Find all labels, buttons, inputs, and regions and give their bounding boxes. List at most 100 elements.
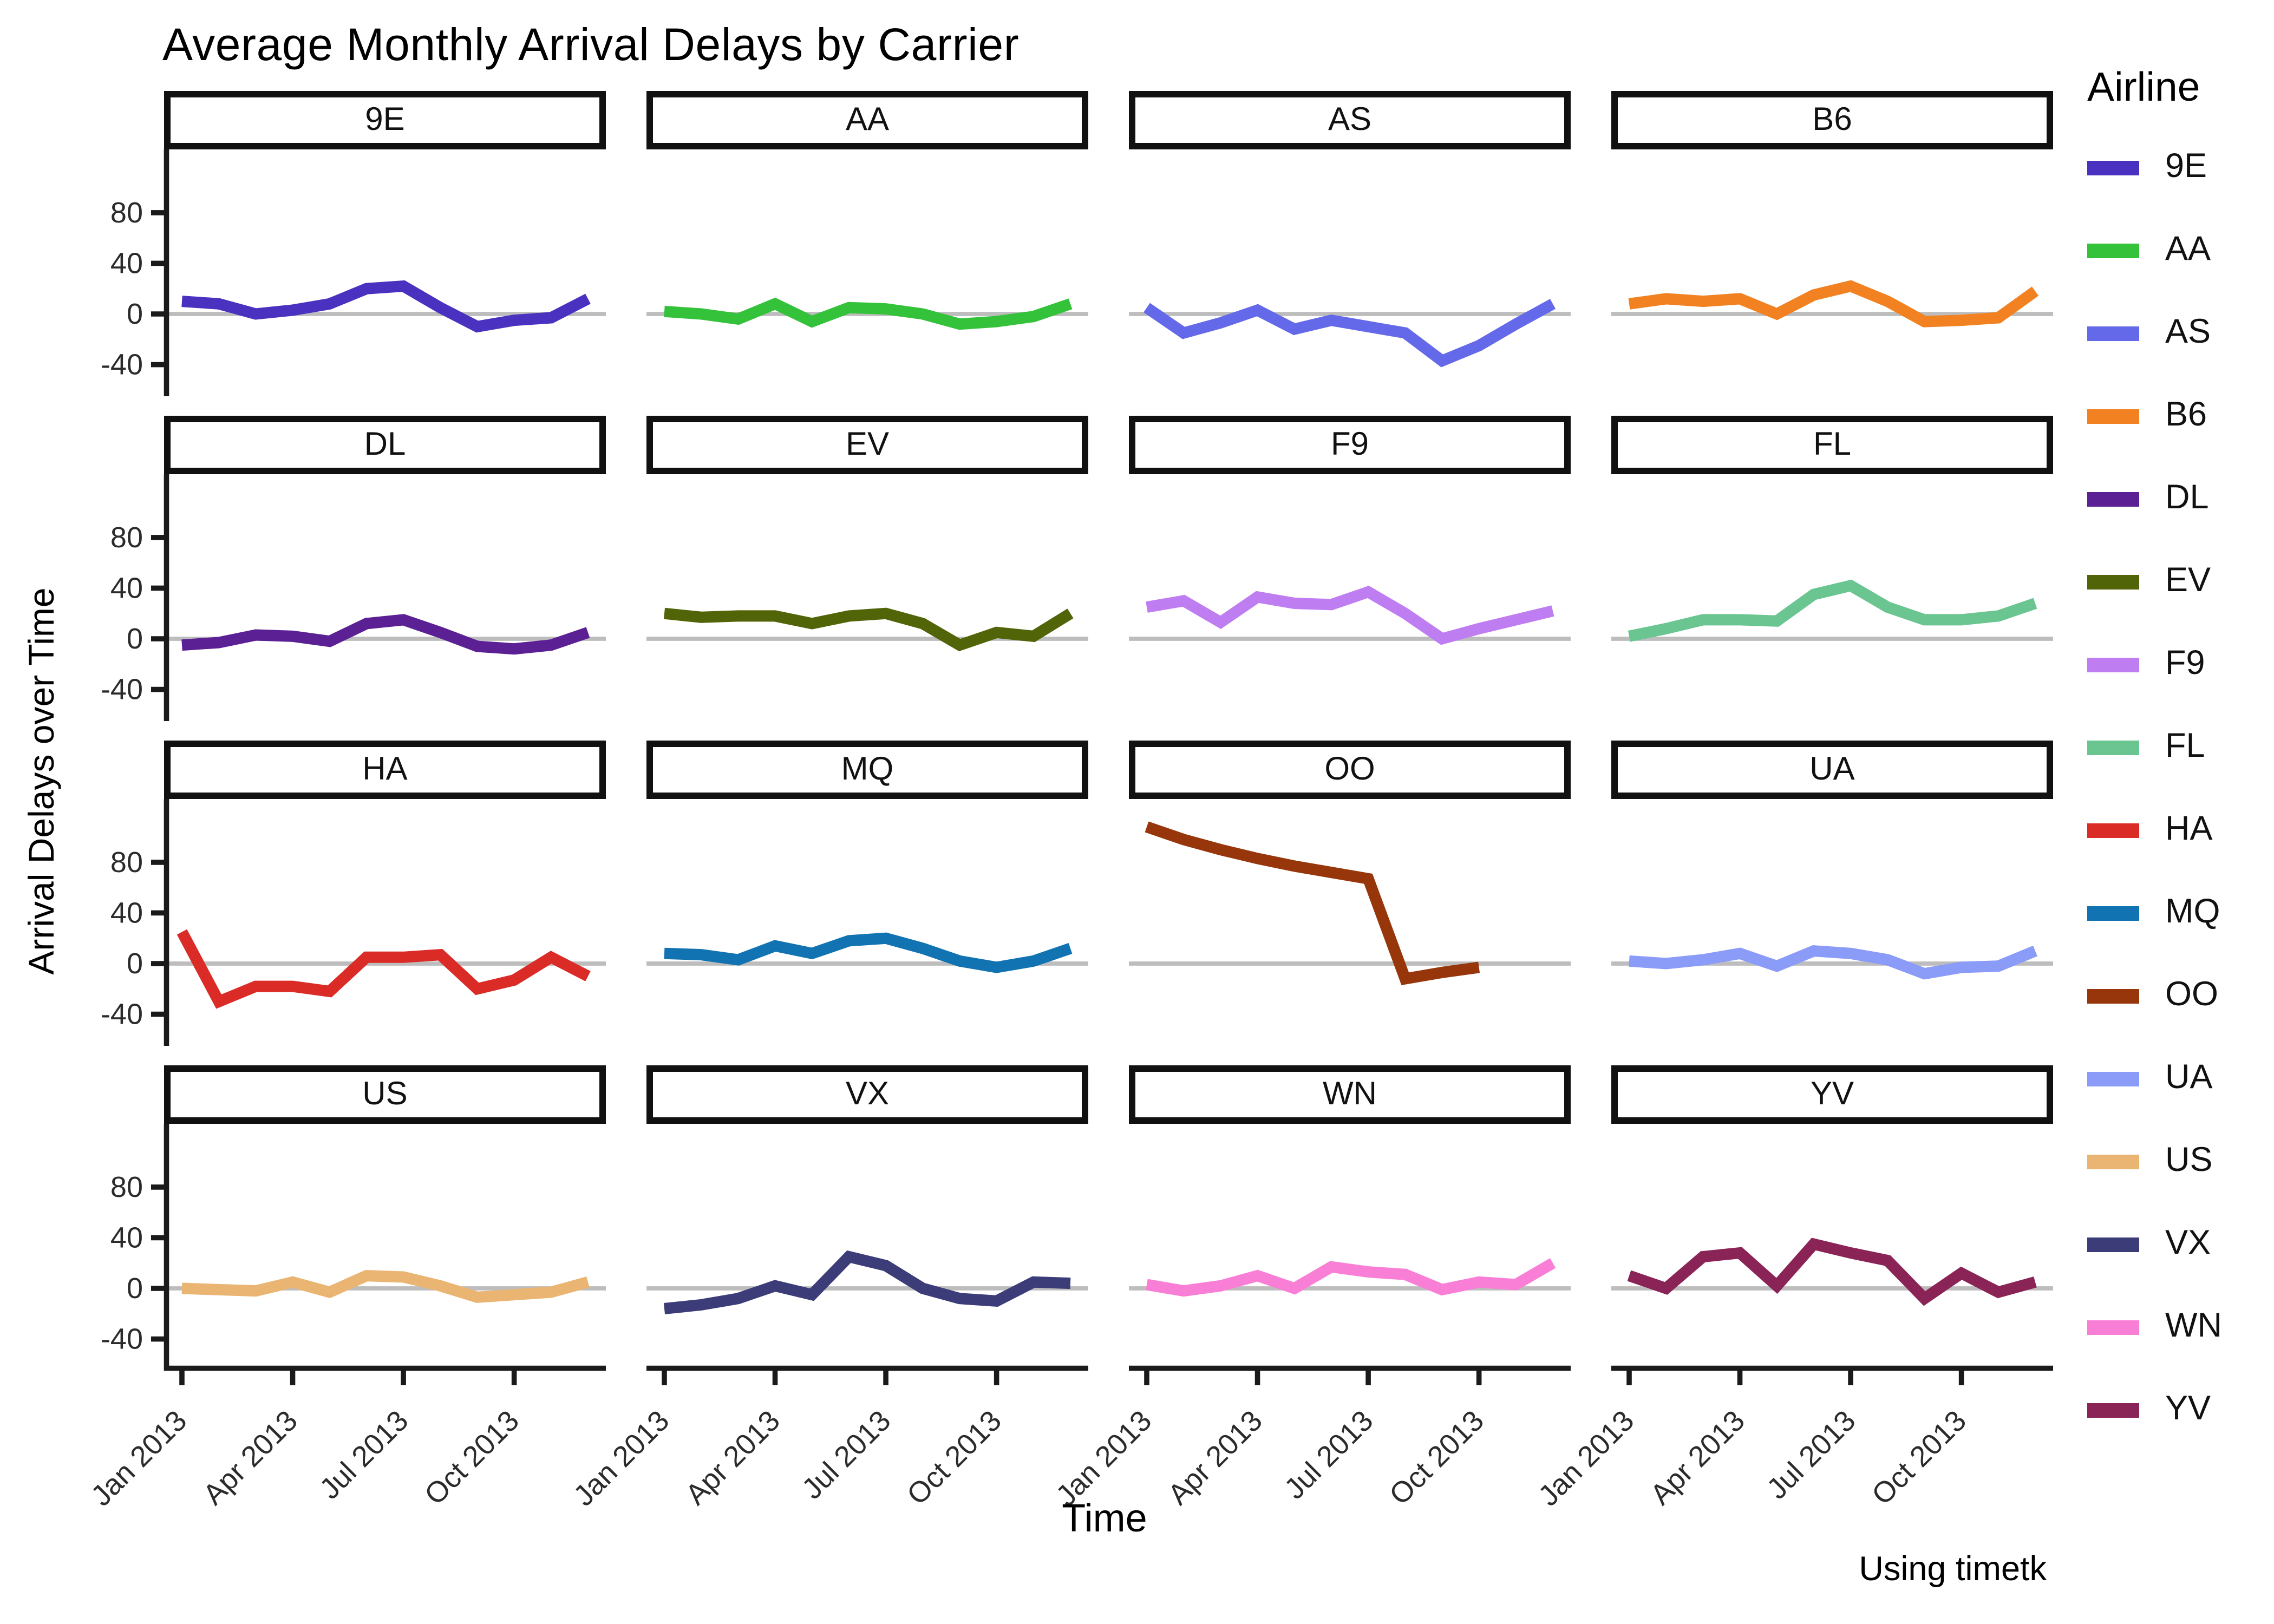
legend-swatch-VX [2087,1236,2139,1252]
legend-swatch-UA [2087,1071,2139,1086]
facet-strip-VX: VX [646,1065,1088,1124]
x-axis-title: Time [1062,1497,1147,1541]
series-line-WN [1146,1258,1556,1297]
x-tick-label: Jan 2013 [567,1404,676,1512]
facet-panel-UA: UA [1611,741,2053,1049]
y-tick-label: 80 [110,197,143,229]
facet-strip-WN: WN [1129,1065,1571,1124]
x-tick-label: Oct 2013 [901,1404,1008,1511]
series-line-9E [181,280,591,333]
facet-label: VX [845,1076,890,1112]
facet-plot-US: 80 40 0 -40 Jan 2013 Apr 2013 Jul 2013 Oct 2013 [85,1124,606,1512]
y-tick-label: -40 [101,998,143,1031]
legend-item-VX: VX [2087,1224,2222,1263]
legend-swatch-MQ [2087,905,2139,920]
series-line-AS [1143,299,1556,368]
series-line-UA [1629,945,2037,980]
legend-swatch-DL [2087,491,2139,506]
facet-plot-AS [1129,299,1571,368]
x-tick-label: Jul 2013 [313,1404,415,1505]
series-line-US [181,1270,590,1303]
legend-item-B6: B6 [2087,396,2222,435]
legend-swatch-FL [2087,739,2139,755]
series-line-HA [177,929,591,1009]
facet-label: 9E [365,101,405,137]
legend-item-HA: HA [2087,810,2222,849]
facet-label: WN [1322,1076,1377,1112]
legend-label: OO [2165,976,2219,1013]
facet-label: DL [364,426,406,462]
facet-strip-OO: OO [1129,741,1571,799]
legend-swatch-US [2087,1154,2139,1169]
y-tick-label: 80 [110,521,143,554]
facet-label: F9 [1330,426,1369,462]
legend-label: MQ [2165,893,2220,931]
legend-item-AA: AA [2087,231,2222,270]
facet-label: MQ [841,751,894,787]
facet-panel-F9: F9 [1129,416,1571,724]
legend-label: B6 [2165,396,2207,434]
facet-label: OO [1324,751,1375,787]
legend-item-EV: EV [2087,562,2222,601]
legend-item-9E: 9E [2087,148,2222,187]
x-tick-label: Apr 2013 [1644,1404,1751,1511]
facet-plot-FL [1611,579,2053,642]
legend-label: EV [2165,562,2211,599]
legend-item-F9: F9 [2087,645,2222,684]
series-line-DL [181,614,590,655]
facet-plot-OO [1129,821,1571,985]
facet-panel-WN: WN Jan 2013 Apr 2013 Jul 2013 Oct 2013 [1050,1065,1571,1512]
series-line-EV [663,607,1074,652]
series-line-VX [663,1250,1071,1314]
facet-panel-AA: AA [646,91,1088,400]
facet-panel-AS: AS [1129,91,1571,400]
legend-swatch-B6 [2087,408,2139,423]
y-tick-label: -40 [101,349,143,381]
legend-title: Airline [2087,65,2200,110]
legend-items: 9E AA AS B6 DL EV F9 FL HA MQ OO UA US VX WN YV [2087,148,2222,1429]
legend-item-YV: YV [2087,1390,2222,1429]
series-line-FL [1628,579,2037,642]
y-tick-label: -40 [101,673,143,706]
facet-plot-HA: 80 40 0 -40 [101,799,606,1046]
facet-plot-9E: 80 40 0 -40 [101,149,606,396]
y-tick-label: 40 [110,896,143,929]
x-tick-label: Oct 2013 [419,1404,525,1511]
facet-label: B6 [1812,101,1852,137]
facet-strip-HA: HA [164,741,606,799]
facet-strip-EV: EV [646,416,1088,474]
series-line-YV [1627,1237,2037,1306]
legend-swatch-AA [2087,243,2139,258]
facet-label: HA [362,751,408,787]
facet-panel-EV: EV [646,416,1088,724]
facet-label: US [362,1076,408,1112]
facet-strip-F9: F9 [1129,416,1571,474]
x-tick-label: Jan 2013 [85,1404,193,1512]
legend-swatch-EV [2087,574,2139,589]
legend-swatch-9E [2087,160,2139,175]
y-tick-label: 0 [127,623,143,655]
legend-swatch-OO [2087,988,2139,1003]
x-tick-label: Jan 2013 [1050,1404,1158,1512]
facet-label: UA [1809,751,1855,787]
facet-plot-MQ [646,932,1088,973]
legend-swatch-F9 [2087,657,2139,672]
y-tick-label: 80 [110,1171,143,1203]
legend-label: WN [2165,1307,2222,1345]
facet-label: EV [845,426,890,462]
facet-strip-AS: AS [1129,91,1571,149]
legend-label: FL [2165,728,2205,765]
facet-plot-VX: Jan 2013 Apr 2013 Jul 2013 Oct 2013 [567,1250,1088,1512]
x-tick-label: Jan 2013 [1532,1404,1641,1512]
series-line-OO [1145,821,1480,985]
legend-label: 9E [2165,148,2207,185]
facet-panel-OO: OO [1129,741,1571,1049]
series-line-B6 [1628,280,2039,328]
facet-plot-WN: Jan 2013 Apr 2013 Jul 2013 Oct 2013 [1050,1258,1571,1512]
facet-plot-YV: Jan 2013 Apr 2013 Jul 2013 Oct 2013 [1532,1237,2053,1512]
legend-label: UA [2165,1059,2213,1096]
legend-swatch-AS [2087,325,2139,340]
x-tick-label: Apr 2013 [1162,1404,1269,1511]
legend-item-OO: OO [2087,976,2222,1015]
